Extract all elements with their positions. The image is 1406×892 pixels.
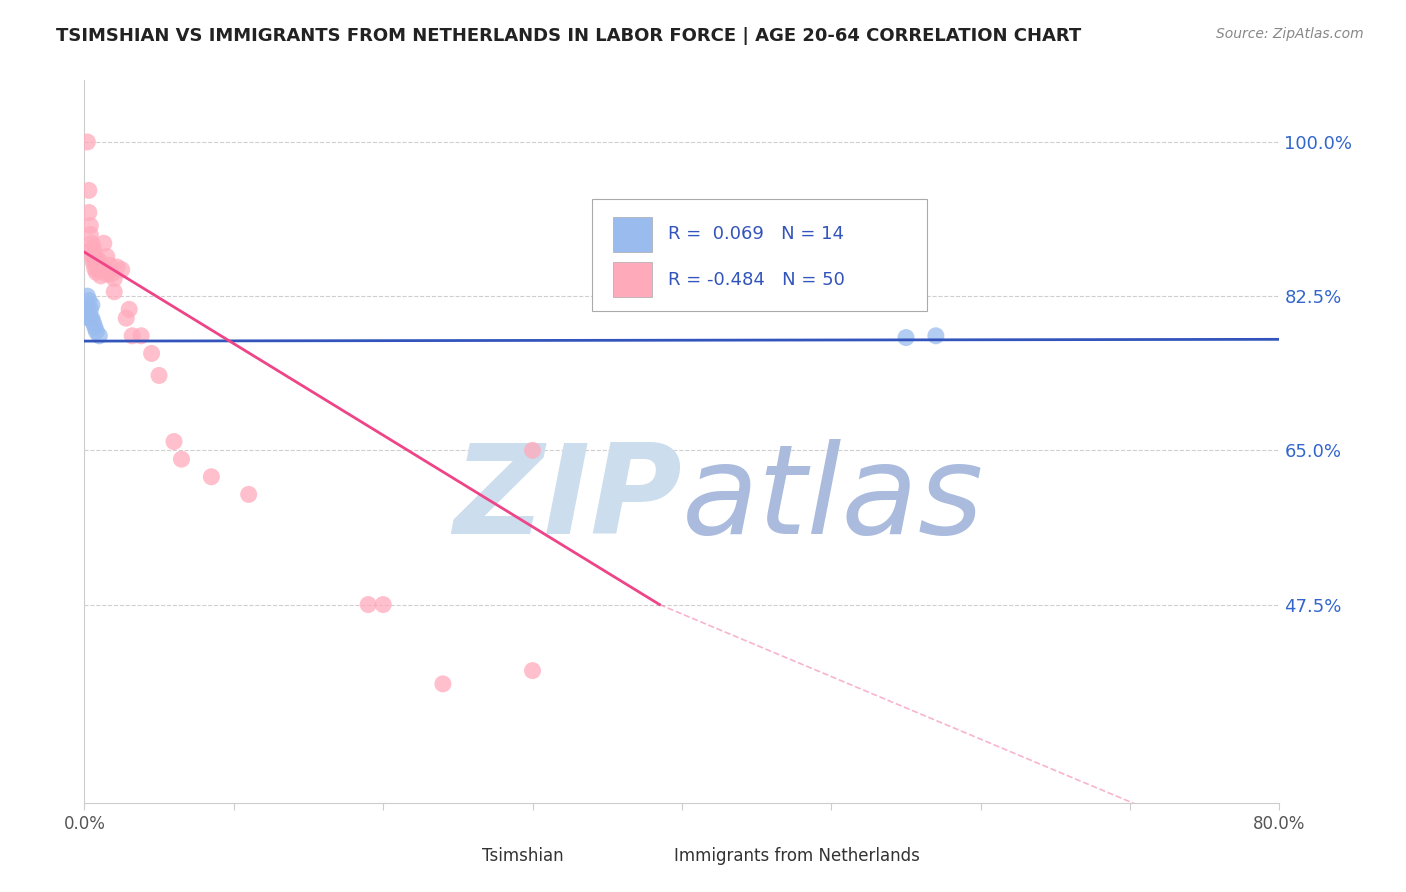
Point (82, 255, 104, 269)
Point (79, 219, 101, 233)
Point (432, 677, 454, 691)
FancyBboxPatch shape (592, 200, 927, 311)
Point (163, 434, 186, 449)
Point (77, 311, 100, 326)
Point (522, 664, 544, 678)
Point (121, 328, 143, 343)
Point (83, 261, 105, 276)
Point (115, 311, 138, 326)
FancyBboxPatch shape (628, 847, 666, 866)
Point (129, 328, 152, 343)
Point (80, 298, 103, 312)
Point (89, 260, 111, 274)
Point (82, 316, 104, 330)
Point (86, 252, 108, 266)
Point (80, 311, 103, 326)
Point (111, 262, 134, 277)
Point (82, 250, 104, 264)
Point (522, 443, 544, 458)
Point (76, 135, 98, 149)
Point (86, 258, 108, 272)
Point (141, 346, 163, 360)
Point (118, 302, 141, 317)
Text: ZIP: ZIP (453, 439, 682, 560)
Point (83, 255, 105, 269)
Text: TSIMSHIAN VS IMMIGRANTS FROM NETHERLANDS IN LABOR FORCE | AGE 20-64 CORRELATION : TSIMSHIAN VS IMMIGRANTS FROM NETHERLANDS… (56, 27, 1081, 45)
Point (77, 205, 100, 219)
Point (79, 302, 101, 317)
Point (79, 311, 101, 326)
FancyBboxPatch shape (613, 262, 652, 297)
Point (77, 183, 100, 197)
Point (373, 598, 395, 612)
Text: Source: ZipAtlas.com: Source: ZipAtlas.com (1216, 27, 1364, 41)
Point (94, 262, 117, 277)
Text: atlas: atlas (682, 439, 984, 560)
Point (357, 598, 380, 612)
Point (89, 253, 111, 268)
Point (98, 258, 121, 272)
FancyBboxPatch shape (437, 847, 475, 866)
Point (894, 330, 917, 344)
Point (105, 260, 128, 274)
Point (83, 320, 105, 334)
Point (80, 250, 103, 264)
Point (90, 268, 112, 283)
Point (238, 487, 260, 501)
Point (103, 285, 125, 299)
Point (76, 302, 98, 317)
Text: R = -0.484   N = 50: R = -0.484 N = 50 (668, 270, 845, 289)
FancyBboxPatch shape (613, 217, 652, 252)
Point (170, 452, 193, 467)
Point (77, 293, 100, 308)
Text: R =  0.069   N = 14: R = 0.069 N = 14 (668, 225, 844, 244)
Point (148, 368, 170, 383)
Point (100, 267, 122, 281)
Point (83, 250, 105, 264)
Point (86, 325, 108, 339)
Point (80, 243, 103, 257)
Point (76, 289, 98, 303)
Point (200, 470, 222, 484)
Point (925, 328, 948, 343)
Point (86, 265, 108, 279)
Text: Immigrants from Netherlands: Immigrants from Netherlands (673, 847, 920, 865)
Point (103, 271, 125, 285)
Point (82, 241, 104, 255)
Point (80, 236, 103, 251)
Point (79, 227, 101, 242)
Text: Tsimshian: Tsimshian (482, 847, 564, 865)
Point (87, 256, 110, 270)
Point (90, 262, 112, 277)
Point (93, 236, 115, 251)
Point (96, 267, 118, 281)
Point (89, 328, 111, 343)
Point (96, 250, 118, 264)
Point (87, 262, 110, 277)
